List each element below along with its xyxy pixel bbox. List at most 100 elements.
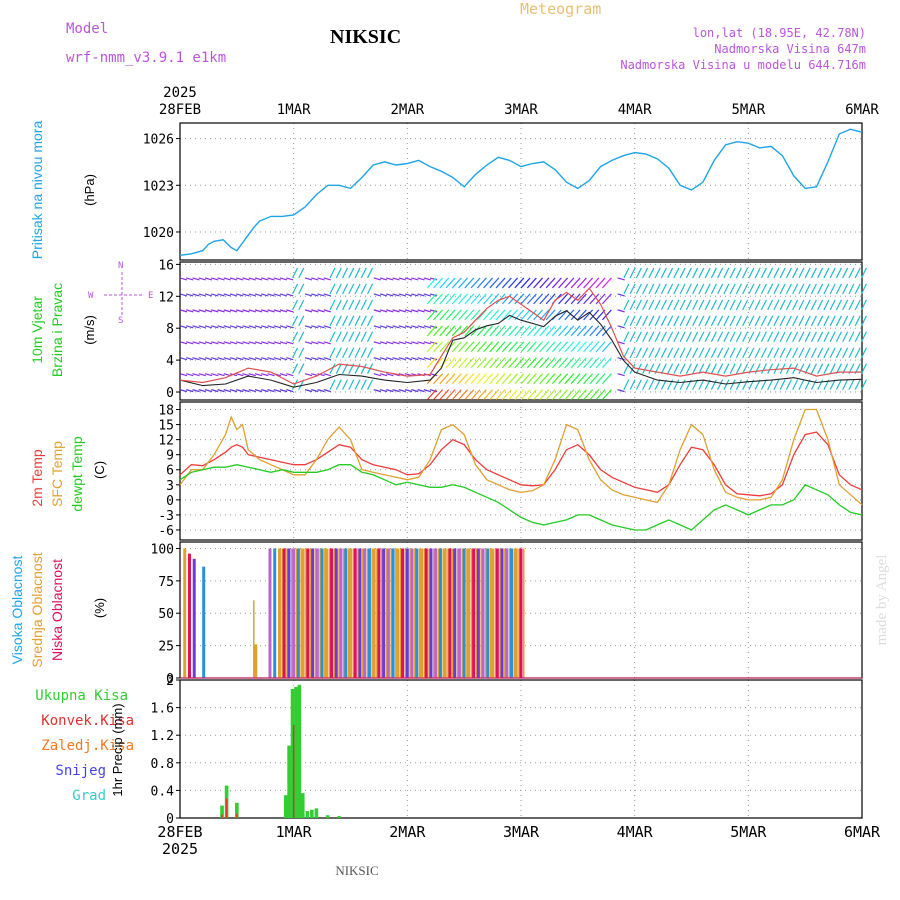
cloud-high-bar [292, 548, 296, 678]
wind-barb [236, 373, 244, 377]
wind-barb [667, 267, 674, 279]
wind-barb [254, 309, 263, 313]
wind-barb [667, 331, 674, 343]
wind-barb [417, 357, 425, 361]
wind-barb [451, 341, 462, 353]
cloud-mid-bar [347, 548, 350, 678]
wind-barb [810, 347, 817, 358]
wind-barb [458, 373, 469, 385]
wind-barb [426, 357, 437, 369]
cloud-high-bar [363, 548, 367, 678]
cloud-mid-bar [451, 548, 454, 678]
cloud-mid-bar [404, 548, 407, 678]
wind-barb [229, 341, 238, 345]
wind-barb [445, 293, 456, 305]
wind-barb [735, 379, 742, 390]
wind-barb [654, 283, 661, 295]
wind-barb [854, 315, 861, 327]
wind-barb [291, 347, 299, 358]
wind-barb [254, 293, 263, 297]
wind-barb [617, 309, 625, 313]
wind-barb [445, 325, 456, 337]
wind-barb [623, 267, 630, 279]
wind-barb [829, 331, 836, 343]
wind-barb [742, 379, 749, 390]
wind-barb [451, 325, 462, 337]
wind-barb [192, 389, 200, 393]
wind-barb [558, 373, 569, 385]
wind-barb [217, 277, 225, 281]
wind-ytick-label: 16 [158, 258, 174, 273]
cloud-high-bar [372, 548, 376, 678]
wind-barb [754, 299, 761, 311]
wind-barb [754, 267, 761, 279]
wind-barb [595, 277, 606, 289]
wind-barb [835, 331, 842, 343]
wind-barb [404, 293, 413, 297]
wind-barb [798, 267, 805, 279]
wind-barb [229, 325, 238, 329]
wind-barb [291, 331, 299, 343]
cloud-panel: Visoka Oblacnost Srednja Oblacnost Niska… [9, 541, 863, 687]
wind-barb [792, 315, 799, 327]
wind-barb [735, 267, 742, 279]
wind-barb [386, 277, 394, 281]
wind-barb [748, 283, 755, 295]
wind-title: 10m Vjetar [29, 296, 45, 364]
wind-barb [211, 277, 219, 281]
wind-barb [860, 315, 867, 327]
wind-barb [723, 299, 730, 311]
wind-barb [267, 277, 275, 281]
wind-barb [342, 283, 349, 295]
cloud-mid-bar [428, 548, 430, 678]
wind-barb [629, 299, 636, 311]
wind-barb [558, 341, 569, 353]
wind-barb [735, 315, 742, 327]
wind-barb [589, 293, 600, 305]
wind-barb [404, 277, 413, 281]
wind-barb [423, 389, 431, 393]
cloud-high-bar [386, 548, 390, 678]
cloud-high-bar [467, 548, 471, 678]
wind-barb [179, 277, 188, 281]
wind-barb [854, 379, 861, 390]
cloud-mid-bar [390, 548, 392, 678]
wind-barb [286, 277, 294, 281]
wind-barb [860, 347, 867, 358]
wind-barb [373, 293, 381, 297]
wind-barb [617, 277, 625, 281]
wind-barb [186, 293, 194, 297]
wind-barb [760, 347, 767, 358]
wind-barb [760, 283, 767, 295]
wind-barb [470, 373, 481, 385]
wind-barb [335, 315, 342, 327]
cloud-mid-bar [305, 548, 307, 678]
cloud-ytick-label: 100 [151, 542, 174, 557]
wind-barb [373, 373, 381, 377]
wind-barb [785, 379, 792, 390]
cloud-high-bar [424, 548, 428, 678]
wind-barb [254, 341, 263, 345]
wind-barb [564, 325, 575, 337]
wind-barb [489, 373, 500, 385]
wind-barb [354, 299, 361, 311]
wind-barb [317, 373, 325, 377]
wind-barb [642, 331, 649, 343]
wind-barb [679, 315, 686, 327]
wind-barb [464, 309, 475, 321]
wind-barb [673, 379, 680, 390]
wind-barb [298, 267, 305, 279]
cloud-high-bar [358, 548, 362, 678]
wind-barb [439, 357, 450, 369]
wind-barb [545, 389, 556, 401]
wind-barb [698, 315, 705, 327]
precip-total-bar [294, 686, 298, 818]
wind-barb [367, 315, 374, 327]
wind-barb [508, 325, 519, 337]
wind-barb [835, 299, 842, 311]
bottom-tick-label: 3MAR [503, 823, 540, 841]
wind-barb [373, 341, 381, 345]
wind-barb [679, 299, 686, 311]
wind-barb [685, 347, 692, 358]
